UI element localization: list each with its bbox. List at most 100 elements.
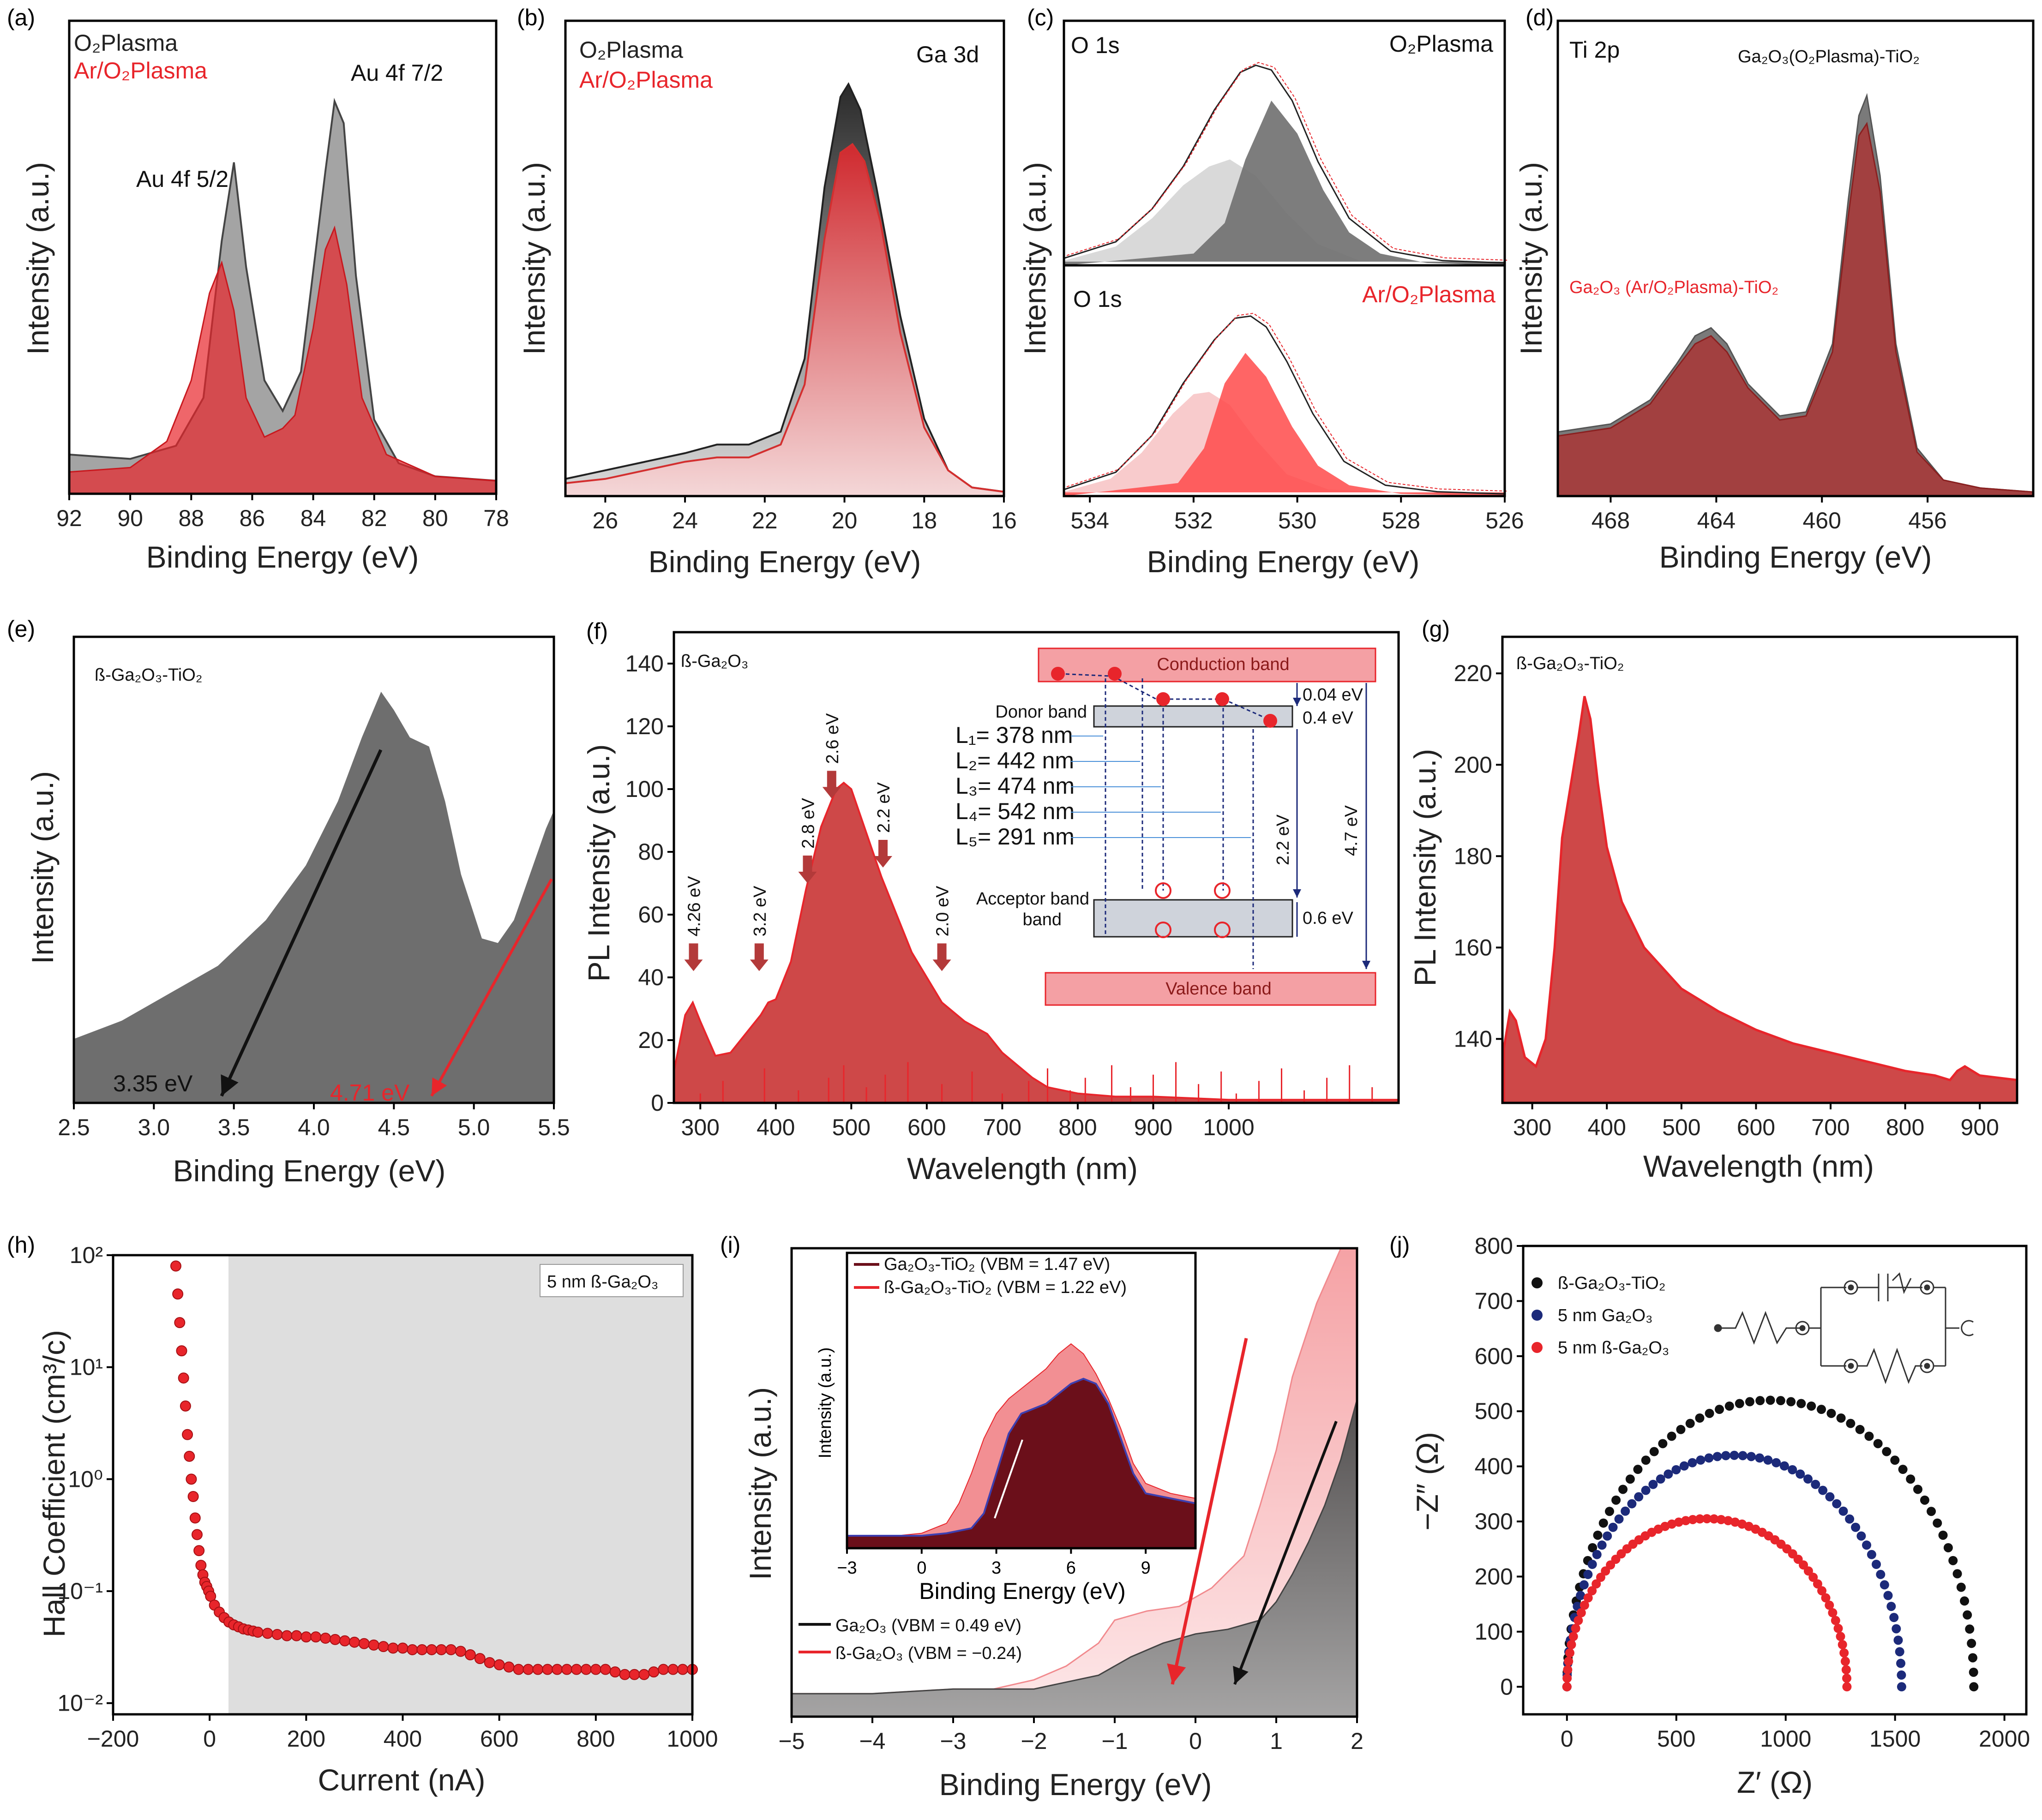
x-tick-label: 80 xyxy=(422,505,448,531)
x-tick-label: 88 xyxy=(178,505,204,531)
hall-point xyxy=(493,1659,505,1670)
y-tick-label: 60 xyxy=(638,902,664,928)
nyquist-point xyxy=(1943,1543,1953,1552)
transition-l1: L₁= 378 nm xyxy=(955,722,1073,748)
transition-l2: L₂= 442 nm xyxy=(955,748,1074,773)
x-tick-label: −1 xyxy=(1101,1728,1128,1754)
panel-j-frame xyxy=(1522,1245,2028,1716)
panel-f-ylabel: PL Intensity (a.u.) xyxy=(582,744,616,982)
nyquist-point xyxy=(1747,1452,1756,1461)
hall-point xyxy=(677,1664,689,1675)
panel-c-top-annot-o1s: O 1s xyxy=(1071,32,1120,58)
x-tick-label: 0 xyxy=(1189,1728,1202,1754)
series-o1s-bottom-comp1 xyxy=(1064,353,1505,496)
panel-e-xticks: 2.5 3.0 3.5 4.0 4.5 5.0 5.5 xyxy=(58,1103,570,1140)
hall-point xyxy=(638,1669,650,1680)
valence-band xyxy=(1045,972,1376,1006)
nyquist-point xyxy=(1564,1657,1574,1666)
nyquist-point xyxy=(1846,1419,1856,1428)
gap-0-04: 0.04 eV xyxy=(1303,685,1363,705)
gap-2-2: 2.2 eV xyxy=(1273,814,1293,865)
series-o1s-bottom-comp2 xyxy=(1064,392,1505,496)
hall-point xyxy=(484,1657,495,1668)
nyquist-point xyxy=(1712,1452,1722,1461)
panel-c-xticks: 534 532 530 528 526 xyxy=(1070,496,1524,533)
electron-4 xyxy=(1215,692,1229,706)
nyquist-point xyxy=(1803,1474,1813,1484)
gap-4-7: 4.7 eV xyxy=(1342,805,1361,856)
hall-point xyxy=(191,1529,203,1540)
panel-a-label: (a) xyxy=(7,5,35,30)
hall-point xyxy=(281,1630,293,1641)
panel-d-plot-area xyxy=(1557,93,2034,497)
hall-point xyxy=(330,1634,341,1645)
nyquist-point xyxy=(1562,1682,1572,1692)
panel-b-plot-area xyxy=(565,82,1005,497)
x-tick-label: 22 xyxy=(752,508,778,533)
nyquist-point xyxy=(1845,1514,1855,1524)
y-tick-label: 700 xyxy=(1475,1288,1513,1314)
hall-point xyxy=(182,1429,193,1440)
hall-point xyxy=(445,1644,457,1655)
inset-x-tick-label: 6 xyxy=(1066,1558,1076,1578)
panel-b: (b) O₂Plasma Ar/O₂Plasma Ga 3d 26 24 22 20 1… xyxy=(517,5,1017,579)
y-tick-label: 10⁻² xyxy=(57,1690,103,1716)
nyquist-point xyxy=(1855,1425,1865,1434)
nyquist-point xyxy=(1828,1608,1838,1617)
x-tick-label: 600 xyxy=(480,1726,518,1752)
panel-a-frame xyxy=(68,19,498,495)
nyquist-point xyxy=(1695,1413,1705,1423)
hall-point xyxy=(513,1664,524,1675)
nyquist-point xyxy=(1842,1673,1852,1683)
panel-f: (f) ß-Ga₂O₃ 4.26 eV 3.2 eV 2.8 eV 2.6 eV 2.2… xyxy=(582,618,1400,1185)
nyquist-point xyxy=(1889,1613,1899,1622)
series-ar-plasma-tio2-area xyxy=(1557,121,2034,497)
panel-j-xticks: 0 500 1000 1500 2000 xyxy=(1561,1714,2030,1752)
nyquist-point xyxy=(1656,1474,1665,1484)
nyquist-point xyxy=(1779,1461,1789,1471)
x-tick-label: 1000 xyxy=(1760,1726,1811,1752)
x-tick-label: 534 xyxy=(1070,508,1109,533)
nyquist-point xyxy=(1817,1586,1827,1596)
nyquist-point xyxy=(1676,1425,1686,1434)
series-pl-area xyxy=(673,781,1399,1104)
peak-label: 2.6 eV xyxy=(823,713,842,764)
panel-h-label: (h) xyxy=(7,1232,35,1258)
peak-arrow xyxy=(932,943,951,971)
nyquist-point xyxy=(1576,1608,1586,1617)
transition-l3: L₃= 474 nm xyxy=(955,773,1075,799)
panel-a-xlabel: Binding Energy (eV) xyxy=(146,540,419,574)
nyquist-point xyxy=(1965,1624,1975,1634)
hall-point xyxy=(426,1644,438,1655)
nyquist-point xyxy=(1681,1516,1691,1526)
x-tick-label: 26 xyxy=(593,508,619,533)
panel-e: (e) ß-Ga₂O₃-TiO₂ 3.35 eV 4.71 eV 2.5 3.0 3… xyxy=(7,616,570,1188)
y-tick-label: 300 xyxy=(1475,1509,1513,1534)
valence-band-label: Valence band xyxy=(1165,979,1272,999)
nyquist-point xyxy=(1730,1450,1739,1460)
panel-e-ylabel: Intensity (a.u.) xyxy=(25,771,60,964)
hall-point xyxy=(523,1664,534,1675)
nyquist-point xyxy=(1826,1408,1836,1418)
y-tick-label: 10⁻¹ xyxy=(57,1578,103,1604)
nyquist-point xyxy=(1667,1431,1676,1441)
hall-point xyxy=(667,1664,679,1675)
nyquist-point xyxy=(1724,1401,1734,1411)
panel-c-bottom-plot-area xyxy=(1063,312,1508,496)
x-tick-label: −4 xyxy=(859,1728,885,1754)
hall-point xyxy=(291,1630,302,1641)
panel-f-peak-markers: 4.26 eV 3.2 eV 2.8 eV 2.6 eV 2.2 eV 2.0 eV xyxy=(684,713,953,971)
nyquist-point xyxy=(1811,1479,1820,1489)
nyquist-point xyxy=(1838,1506,1848,1516)
nyquist-point xyxy=(1882,1447,1892,1456)
nyquist-point xyxy=(1851,1522,1861,1532)
y-tick-label: 180 xyxy=(1454,843,1492,869)
conduction-band-label: Conduction band xyxy=(1157,655,1289,674)
series-ar-o2plasma-area xyxy=(565,143,1005,497)
panel-b-xticks: 26 24 22 20 18 16 xyxy=(593,496,1017,533)
nyquist-point xyxy=(1567,1640,1576,1650)
nyquist-point xyxy=(1813,1579,1822,1589)
nyquist-point xyxy=(1721,1451,1730,1461)
panel-i-inset-legend-1: Ga₂O₃-TiO₂ (VBM = 1.47 eV) xyxy=(884,1255,1110,1274)
nyquist-point xyxy=(1565,1648,1574,1658)
